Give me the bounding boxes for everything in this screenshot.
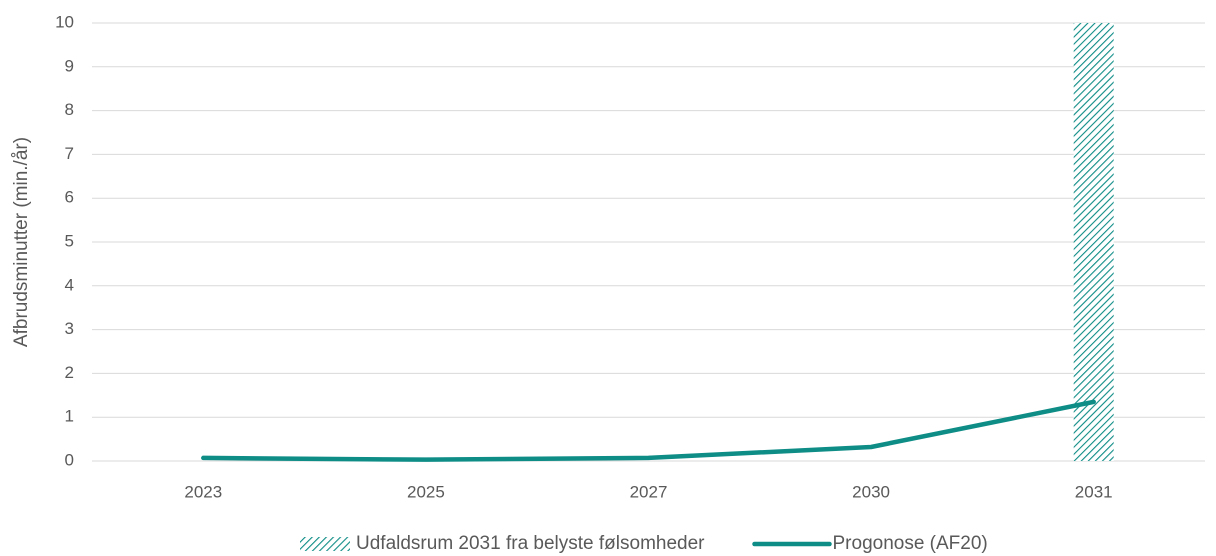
line: [201, 399, 1096, 462]
legend-swatch: [300, 537, 350, 551]
y-tick-label: 3: [65, 319, 74, 338]
y-tick-label: 1: [65, 407, 74, 426]
y-tick-label: 10: [55, 12, 74, 31]
x-tick-label: 2031: [1075, 482, 1113, 501]
y-tick-label: 9: [65, 56, 74, 75]
x-tick-label: 2030: [852, 482, 890, 501]
y-tick-label: 2: [65, 363, 74, 382]
bar: [1073, 23, 1114, 461]
y-tick-label: 0: [65, 450, 74, 469]
y-tick-label: 4: [65, 275, 74, 294]
y-tick-label: 6: [65, 188, 74, 207]
legend-label: Udfaldsrum 2031 fra belyste følsomheder: [356, 533, 705, 554]
x-tick-label: 2027: [630, 482, 668, 501]
y-tick-label: 8: [65, 100, 74, 119]
legend-label: Progonose (AF20): [833, 533, 988, 554]
y-axis-label: Afbrudsminutter (min./år): [11, 137, 32, 347]
x-tick-label: 2023: [184, 482, 222, 501]
x-tick-label: 2025: [407, 482, 445, 501]
y-tick-label: 7: [65, 144, 74, 163]
y-tick-label: 5: [65, 231, 74, 250]
